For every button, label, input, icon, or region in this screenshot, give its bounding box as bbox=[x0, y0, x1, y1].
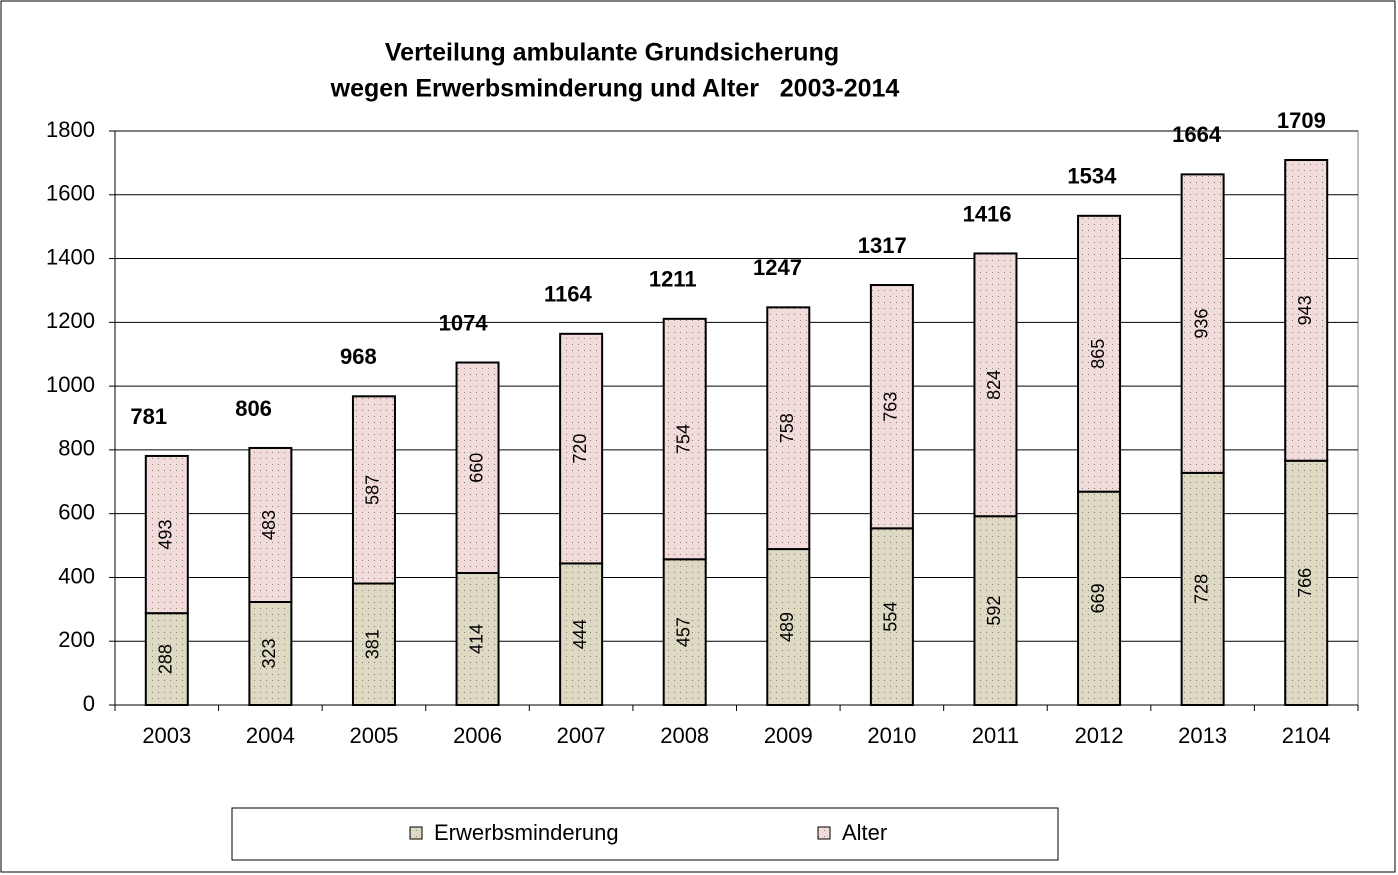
value-label: 758 bbox=[777, 413, 797, 443]
value-label: 587 bbox=[363, 475, 383, 505]
bar-segment bbox=[973, 252, 1018, 518]
value-label: 824 bbox=[984, 370, 1004, 400]
value-label: 554 bbox=[881, 602, 901, 632]
y-tick-label: 1600 bbox=[46, 181, 95, 206]
bar-segment bbox=[455, 361, 500, 574]
total-label: 781 bbox=[130, 404, 167, 429]
legend-box bbox=[231, 807, 1059, 861]
value-label: 323 bbox=[259, 638, 279, 668]
legend-swatch bbox=[817, 826, 831, 840]
y-tick-label: 1800 bbox=[46, 117, 95, 142]
value-label: 669 bbox=[1088, 583, 1108, 613]
total-label: 1074 bbox=[439, 310, 489, 335]
bar-segment bbox=[1284, 159, 1329, 462]
value-label: 660 bbox=[466, 453, 486, 483]
plot-area bbox=[114, 130, 1359, 706]
total-label: 1247 bbox=[753, 255, 802, 280]
bar-segment bbox=[1077, 490, 1122, 706]
x-tick-label: 2011 bbox=[972, 723, 1019, 748]
bar-segment bbox=[144, 454, 189, 615]
total-label: 1534 bbox=[1067, 164, 1117, 189]
y-tick-label: 800 bbox=[58, 436, 95, 461]
bar-segment bbox=[248, 600, 293, 707]
bar-segment bbox=[973, 515, 1018, 706]
legend-label: Alter bbox=[842, 820, 887, 845]
bar-segment bbox=[351, 395, 396, 585]
value-label: 754 bbox=[673, 424, 693, 454]
value-label: 943 bbox=[1295, 295, 1315, 325]
bar-segment bbox=[351, 582, 396, 707]
x-tick-label: 2010 bbox=[867, 723, 916, 748]
bar-segment bbox=[766, 306, 811, 551]
value-label: 483 bbox=[259, 510, 279, 540]
value-label: 865 bbox=[1088, 339, 1108, 369]
total-label: 1317 bbox=[858, 233, 907, 258]
total-label: 968 bbox=[340, 344, 377, 369]
value-label: 489 bbox=[777, 612, 797, 642]
y-tick-label: 1200 bbox=[46, 308, 95, 333]
value-label: 457 bbox=[673, 617, 693, 647]
total-label: 1211 bbox=[649, 267, 697, 292]
bar-segment bbox=[1077, 214, 1122, 493]
x-tick-label: 2009 bbox=[764, 723, 813, 748]
bar-segment bbox=[1180, 173, 1225, 474]
x-tick-label: 2003 bbox=[142, 723, 191, 748]
y-tick-label: 400 bbox=[58, 563, 95, 588]
y-tick-label: 0 bbox=[83, 691, 95, 716]
bar-segment bbox=[766, 548, 811, 707]
legend-label: Erwerbsminderung bbox=[434, 820, 619, 845]
value-label: 720 bbox=[570, 434, 590, 464]
total-label: 1416 bbox=[963, 201, 1012, 226]
bar-segment bbox=[455, 571, 500, 706]
chart-title: wegen Erwerbsminderung und Alter 2003-20… bbox=[330, 75, 900, 103]
bar-segment bbox=[869, 527, 914, 707]
value-label: 381 bbox=[363, 629, 383, 659]
x-tick-label: 2007 bbox=[557, 723, 606, 748]
bar-segment bbox=[144, 612, 189, 706]
legend-swatch bbox=[409, 826, 423, 840]
total-label: 1164 bbox=[544, 282, 592, 307]
total-label: 806 bbox=[235, 396, 272, 421]
x-tick-label: 2005 bbox=[349, 723, 398, 748]
bar-segment bbox=[559, 332, 604, 565]
bar-segment bbox=[248, 446, 293, 603]
x-tick-label: 2104 bbox=[1282, 723, 1331, 748]
value-label: 493 bbox=[156, 520, 176, 550]
value-label: 766 bbox=[1295, 568, 1315, 598]
bar-segment bbox=[662, 558, 707, 706]
total-label: 1664 bbox=[1172, 122, 1222, 147]
x-tick-label: 2004 bbox=[246, 723, 295, 748]
bar-segment bbox=[1180, 471, 1225, 706]
value-label: 444 bbox=[570, 619, 590, 649]
y-tick-label: 600 bbox=[58, 499, 95, 524]
x-tick-label: 2012 bbox=[1075, 723, 1124, 748]
y-tick-label: 1000 bbox=[46, 372, 95, 397]
value-label: 728 bbox=[1191, 574, 1211, 604]
x-tick-label: 2006 bbox=[453, 723, 502, 748]
value-label: 936 bbox=[1191, 309, 1211, 339]
value-label: 763 bbox=[881, 392, 901, 422]
x-tick-label: 2013 bbox=[1178, 723, 1227, 748]
total-label: 1709 bbox=[1277, 108, 1326, 133]
x-tick-label: 2008 bbox=[660, 723, 709, 748]
value-label: 592 bbox=[984, 596, 1004, 626]
y-tick-label: 200 bbox=[58, 627, 95, 652]
bar-segment bbox=[662, 317, 707, 561]
bar-segment bbox=[869, 284, 914, 530]
y-tick-label: 1400 bbox=[46, 244, 95, 269]
value-label: 288 bbox=[156, 644, 176, 674]
value-label: 414 bbox=[466, 624, 486, 654]
chart-title: Verteilung ambulante Grundsicherung bbox=[385, 39, 839, 67]
